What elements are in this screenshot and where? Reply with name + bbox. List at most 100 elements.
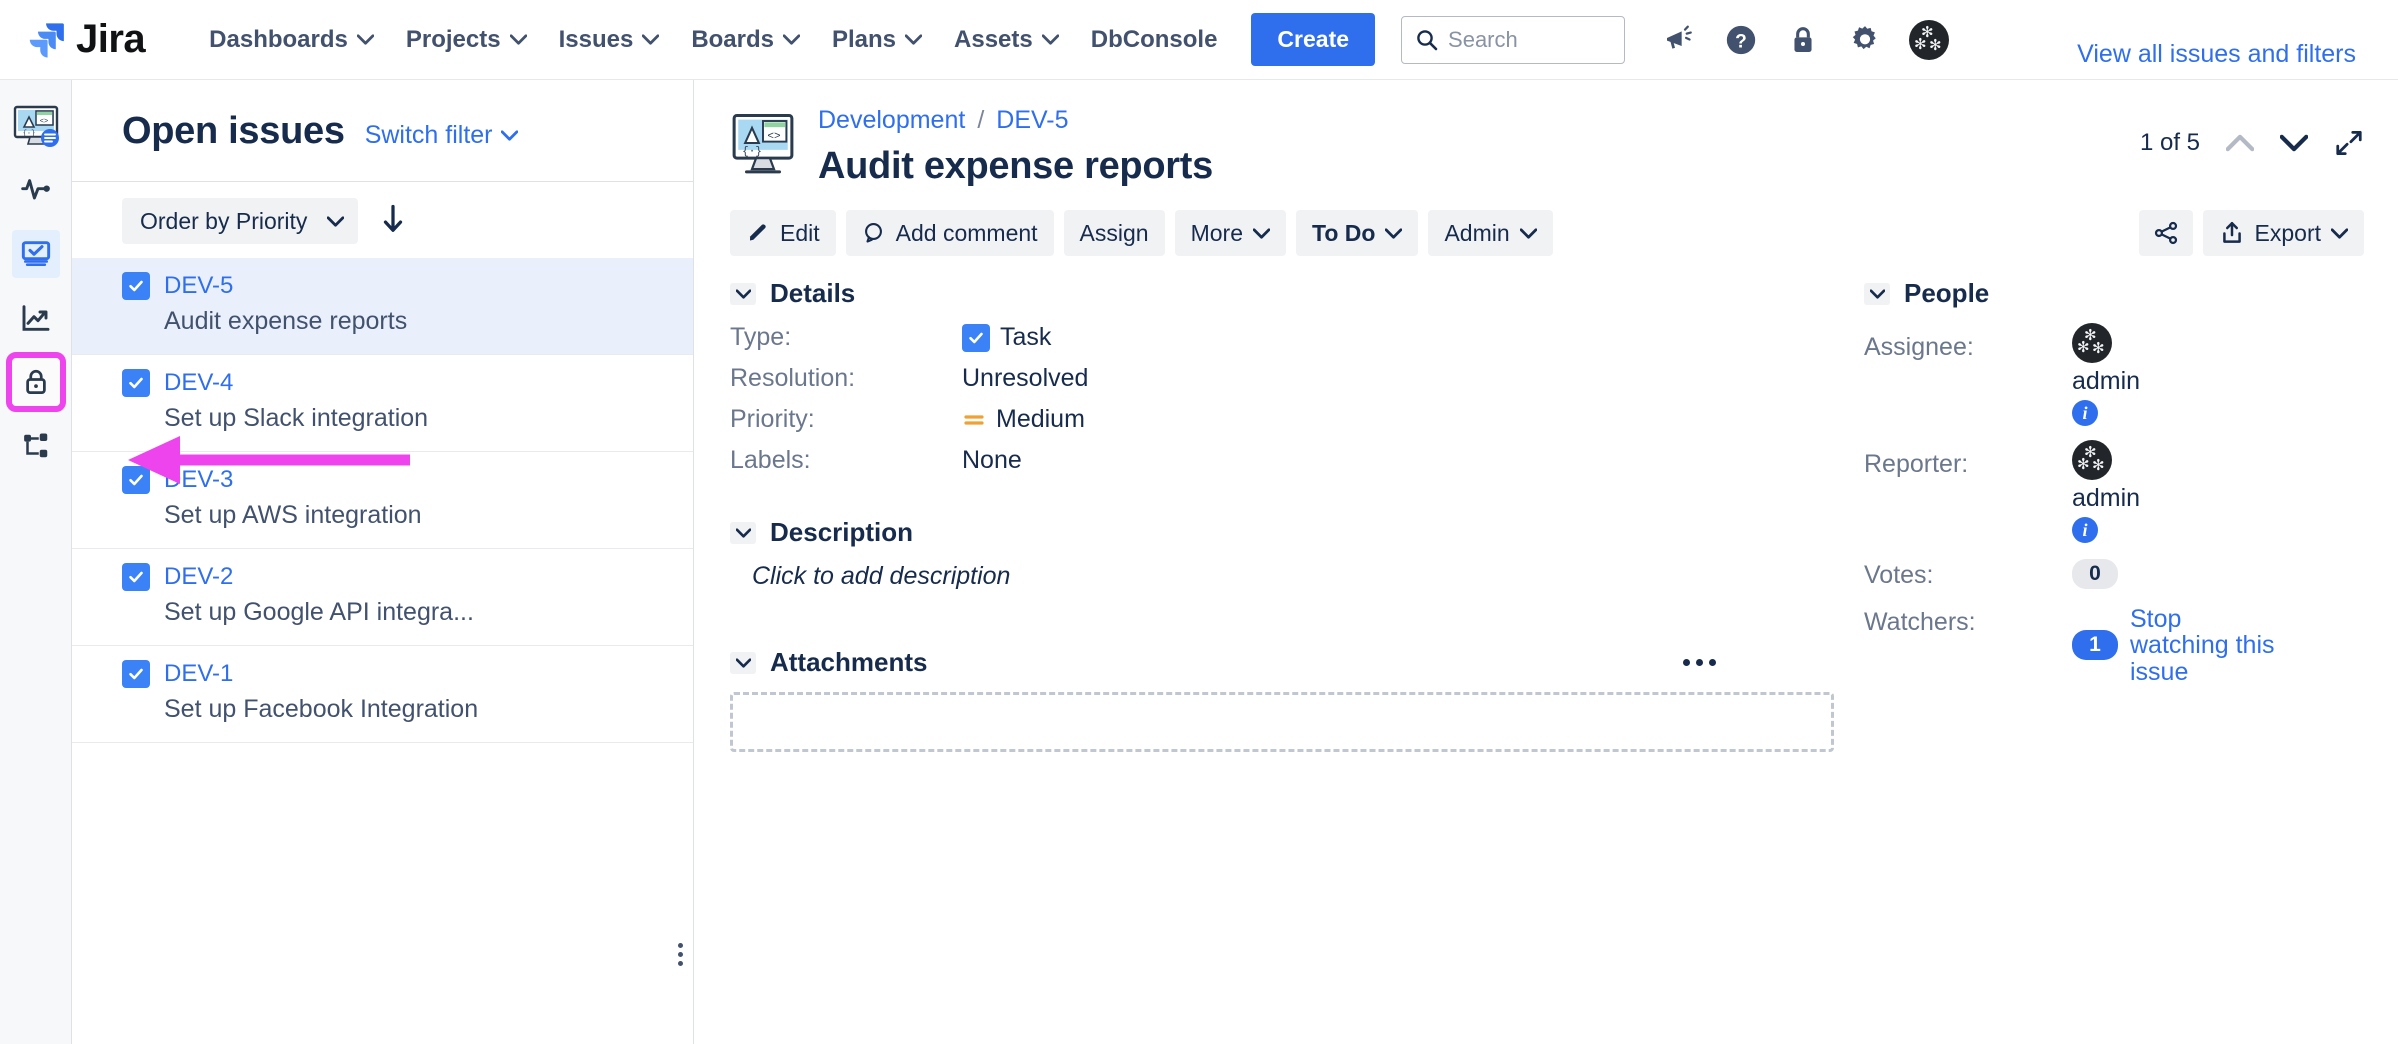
description-placeholder[interactable]: Click to add description (752, 562, 1011, 590)
sidebar-item-security[interactable] (5, 352, 66, 412)
issue-key[interactable]: DEV-5 (164, 272, 234, 299)
issue-pager: 1 of 5 (2140, 106, 2364, 158)
chevron-down-icon (905, 34, 923, 45)
issue-list-item-dev-3[interactable]: DEV-3 Set up AWS integration (72, 452, 693, 549)
attachments-more-menu-icon[interactable] (1683, 659, 1716, 666)
issue-list-item-dev-1[interactable]: DEV-1 Set up Facebook Integration (72, 646, 693, 743)
project-monitor-icon: {·} <> (732, 113, 794, 174)
nav-item-projects[interactable]: Projects (390, 16, 543, 64)
nav-item-issues[interactable]: Issues (543, 16, 676, 64)
watchers-count-badge[interactable]: 1 (2072, 630, 2118, 661)
issue-summary: Set up Slack integration (164, 404, 429, 432)
attachments-dropzone[interactable] (730, 692, 1834, 752)
assign-button[interactable]: Assign (1063, 210, 1165, 256)
issue-title: Audit expense reports (818, 145, 1213, 187)
issue-list-item-dev-2[interactable]: DEV-2 Set up Google API integra... (72, 549, 693, 646)
people-collapse-toggle[interactable] (1864, 282, 1890, 305)
field-priority: Priority: Medium (730, 405, 1834, 434)
field-priority-text: Medium (996, 405, 1085, 433)
issue-key[interactable]: DEV-4 (164, 369, 234, 396)
issue-key[interactable]: DEV-1 (164, 660, 234, 687)
pencil-icon (750, 224, 766, 241)
reporter-avatar[interactable]: ✻ ✻ ✻ (2072, 440, 2112, 480)
switch-filter-button[interactable]: Switch filter (365, 121, 518, 150)
issue-people-pane: People Assignee: ✻ ✻ ✻ admin i (1864, 278, 2364, 1044)
search-input[interactable] (1401, 15, 1626, 64)
order-by-dropdown[interactable]: Order by Priority (122, 198, 359, 244)
field-value-assignee: ✻ ✻ ✻ admin i (2072, 323, 2140, 426)
issue-key[interactable]: DEV-3 (164, 466, 234, 493)
next-issue-button[interactable] (2280, 134, 2308, 152)
assignee-info-icon[interactable]: i (2072, 400, 2098, 426)
svg-text:<>: <> (767, 131, 780, 143)
breadcrumb-project-link[interactable]: Development (818, 106, 966, 134)
details-section-header: Details (730, 278, 1834, 309)
jira-logo-icon (29, 22, 64, 57)
sidebar-item-hierarchy[interactable] (12, 422, 60, 470)
nav-item-plans[interactable]: Plans (816, 16, 938, 64)
task-check-icon (122, 466, 150, 494)
task-check-icon (122, 272, 150, 300)
user-avatar[interactable]: ✻ ✻ ✻ (1909, 19, 1950, 60)
nav-label-projects: Projects (405, 25, 501, 53)
chevron-down-icon (783, 34, 800, 45)
settings-gear-icon[interactable] (1847, 22, 1883, 58)
sidebar-item-reports[interactable] (12, 294, 60, 342)
nav-item-dashboards[interactable]: Dashboards (193, 16, 390, 64)
chevron-down-icon (500, 130, 518, 141)
edit-button[interactable]: Edit (730, 210, 836, 256)
field-label-watchers: Watchers: (1864, 608, 1976, 636)
primary-nav-items: Dashboards Projects Issues Boards Plans … (193, 16, 1233, 64)
add-comment-button[interactable]: Add comment (845, 210, 1054, 256)
task-check-icon (122, 563, 150, 591)
status-dropdown[interactable]: To Do (1296, 210, 1419, 256)
admin-dropdown[interactable]: Admin (1428, 210, 1553, 256)
list-resize-handle[interactable] (678, 943, 683, 966)
nav-item-boards[interactable]: Boards (675, 16, 816, 64)
jira-logo[interactable]: Jira (28, 17, 146, 62)
breadcrumb-separator: / (977, 106, 985, 134)
nav-item-assets[interactable]: Assets (938, 16, 1075, 64)
issue-list-item-dev-5[interactable]: DEV-5 Audit expense reports (72, 258, 693, 355)
megaphone-icon[interactable] (1661, 22, 1697, 58)
expand-fullscreen-button[interactable] (2334, 128, 2364, 158)
stop-watching-link[interactable]: Stop watching this issue (2130, 605, 2275, 686)
export-button[interactable]: Export (2202, 210, 2364, 256)
details-collapse-toggle[interactable] (730, 282, 756, 305)
issue-key-line: DEV-2 (122, 563, 677, 591)
assignee-avatar[interactable]: ✻ ✻ ✻ (2072, 323, 2112, 363)
lock-icon[interactable] (1785, 22, 1821, 58)
dot (678, 961, 683, 966)
task-check-icon (122, 660, 150, 688)
field-resolution-text: Unresolved (962, 364, 1089, 392)
field-type: Type: Task (730, 323, 1834, 352)
share-button[interactable] (2138, 210, 2193, 256)
nav-label-dbconsole: DbConsole (1090, 25, 1218, 53)
previous-issue-button[interactable] (2226, 134, 2254, 152)
issue-key[interactable]: DEV-2 (164, 563, 234, 590)
sort-direction-button[interactable] (380, 204, 406, 239)
sidebar-item-activity[interactable] (12, 166, 60, 214)
nav-item-dbconsole[interactable]: DbConsole (1075, 16, 1234, 64)
issue-summary: Audit expense reports (164, 307, 408, 335)
export-label: Export (2254, 219, 2321, 246)
help-icon[interactable]: ? (1723, 22, 1759, 58)
sidebar-item-project-avatar[interactable]: {·} <> (12, 102, 60, 150)
chevron-down-icon (356, 34, 374, 45)
sidebar-item-issues[interactable] (11, 230, 60, 278)
share-icon (2154, 221, 2177, 245)
reporter-info-icon[interactable]: i (2072, 517, 2098, 543)
chevron-down-icon (642, 34, 660, 45)
description-collapse-toggle[interactable] (730, 521, 756, 544)
assignee-name: admin (2072, 367, 2141, 395)
breadcrumb-issue-link[interactable]: DEV-5 (996, 106, 1069, 134)
task-check-icon (962, 323, 990, 352)
create-button[interactable]: Create (1251, 13, 1376, 66)
watchers-line: 1 Stop watching this issue (2072, 606, 2280, 685)
attachments-collapse-toggle[interactable] (730, 651, 756, 674)
field-votes: Votes: 0 (1864, 559, 2364, 590)
more-button[interactable]: More (1174, 210, 1286, 256)
issue-list-item-dev-4[interactable]: DEV-4 Set up Slack integration (72, 355, 693, 452)
top-navigation-bar: Jira Dashboards Projects Issues Boards P… (0, 0, 2398, 80)
issues-monitor-check-icon (21, 241, 50, 266)
